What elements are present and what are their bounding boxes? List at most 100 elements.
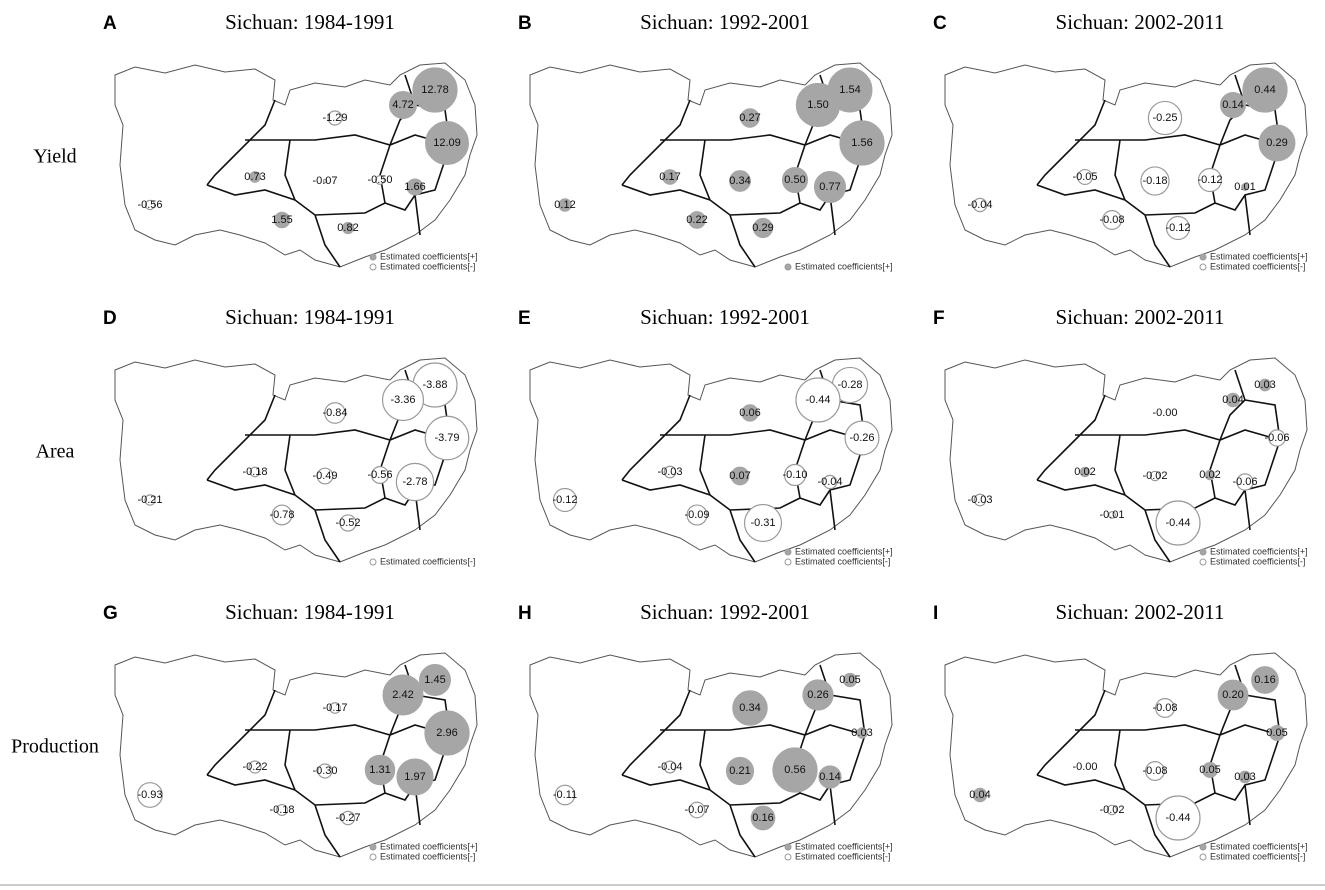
- value-label: 0.56: [784, 764, 805, 776]
- legend-label: Estimated coefficients[+]: [380, 251, 478, 261]
- coefficient-bubble: [725, 756, 755, 786]
- value-label: -0.27: [335, 812, 360, 824]
- value-label: -0.28: [837, 379, 862, 391]
- coefficient-bubble: [743, 503, 783, 543]
- value-label: 0.29: [1266, 137, 1287, 149]
- value-label: -0.49: [312, 470, 337, 482]
- value-label: -0.93: [137, 789, 162, 801]
- coefficient-bubble: [741, 404, 759, 422]
- value-label: -3.88: [422, 379, 447, 391]
- coefficient-bubble: [554, 784, 576, 806]
- legend-label: Estimated coefficients[-]: [1210, 261, 1305, 271]
- value-label: 1.97: [404, 771, 425, 783]
- coefficient-bubble: [324, 402, 346, 424]
- value-label: 0.73: [244, 171, 265, 183]
- value-label: -0.04: [967, 199, 992, 211]
- value-label: 0.27: [739, 112, 760, 124]
- value-label: -0.12: [1197, 174, 1222, 186]
- legend-label: Estimated coefficients[+]: [1210, 546, 1308, 556]
- legend-label: Estimated coefficients[+]: [380, 841, 478, 851]
- row-label: Area: [36, 441, 75, 463]
- panel-letter: A: [103, 13, 117, 34]
- coefficient-bubble: [1102, 210, 1122, 230]
- value-label: 1.54: [839, 84, 860, 96]
- coefficient-bubble: [1108, 511, 1116, 519]
- panel-letter: I: [933, 603, 938, 624]
- coefficient-bubble: [406, 178, 424, 196]
- value-label: 0.01: [1234, 181, 1255, 193]
- coefficient-bubble: [1155, 698, 1175, 718]
- coefficient-bubble: [1079, 466, 1091, 478]
- value-label: 1.56: [851, 137, 872, 149]
- value-label: -0.03: [657, 466, 682, 478]
- coefficient-bubble: [424, 710, 470, 756]
- value-label: 1.45: [424, 674, 445, 686]
- value-label: 0.14: [1222, 99, 1243, 111]
- value-label: -3.79: [434, 432, 459, 444]
- value-label: 0.05: [1199, 764, 1220, 776]
- legend-marker: [1199, 843, 1207, 851]
- value-label: -0.44: [1165, 517, 1190, 529]
- value-label: -0.22: [242, 761, 267, 773]
- coefficient-bubble: [339, 514, 357, 532]
- map-panel: E Sichuan: 1992-2001 -0.28 -0.44 0.06 -0.26 -0…: [518, 305, 893, 566]
- legend-label: Estimated coefficients[-]: [380, 261, 475, 271]
- coefficient-bubble: [371, 466, 389, 484]
- value-label: -0.08: [1152, 702, 1177, 714]
- legend-label: Estimated coefficients[-]: [1210, 851, 1305, 861]
- value-label: 1.50: [807, 99, 828, 111]
- value-label: -0.04: [657, 761, 682, 773]
- map-panel: D Sichuan: 1984-1991 -3.88 -3.36 -0.84 -3.79 -…: [103, 305, 478, 566]
- coefficient-bubble: [396, 758, 434, 796]
- map-outline: [529, 652, 893, 858]
- value-label: -0.04: [817, 476, 842, 488]
- value-label: -0.25: [1152, 112, 1177, 124]
- coefficient-bubble: [663, 760, 677, 774]
- legend-label: Estimated coefficients[+]: [1210, 251, 1308, 261]
- value-label: 0.14: [819, 771, 840, 783]
- value-label: -2.78: [402, 476, 427, 488]
- coefficient-bubble: [972, 197, 988, 213]
- legend-label: Estimated coefficients[+]: [795, 546, 893, 556]
- value-label: -0.18: [242, 466, 267, 478]
- coefficient-bubble: [772, 747, 818, 793]
- legend-marker: [1199, 558, 1207, 566]
- legend-marker: [369, 843, 377, 851]
- value-label: 0.12: [554, 199, 575, 211]
- coefficient-bubble: [1201, 761, 1219, 779]
- value-label: -0.21: [137, 494, 162, 506]
- coefficient-bubble: [1147, 100, 1183, 136]
- value-label: -0.03: [967, 494, 992, 506]
- value-label: 1.31: [369, 764, 390, 776]
- coefficient-bubble: [1155, 500, 1201, 546]
- value-label: 0.26: [807, 689, 828, 701]
- value-label: -0.08: [1142, 765, 1167, 777]
- coefficient-bubble: [822, 474, 838, 490]
- panel-letter: G: [103, 603, 118, 624]
- value-label: 0.02: [1199, 469, 1220, 481]
- value-label: 0.05: [1266, 727, 1287, 739]
- value-label: 4.72: [392, 99, 413, 111]
- coefficient-bubble: [686, 504, 708, 526]
- panel-letter: H: [518, 603, 532, 624]
- value-label: -0.44: [805, 394, 830, 406]
- value-label: 0.04: [969, 789, 990, 801]
- legend-marker: [1199, 853, 1207, 861]
- map-panel: A Sichuan: 1984-1991 12.78 4.72 -1.29 12.09 0.…: [103, 10, 478, 271]
- coefficient-bubble: [382, 674, 424, 716]
- value-label: 0.07: [729, 470, 750, 482]
- panel-letter: B: [518, 13, 532, 34]
- panel-title: Sichuan: 1984-1991: [225, 600, 395, 624]
- value-label: 0.03: [1234, 771, 1255, 783]
- coefficient-bubble: [818, 765, 842, 789]
- coefficient-bubble: [795, 377, 841, 423]
- coefficient-bubble: [381, 378, 425, 422]
- map-outline: [944, 357, 1308, 563]
- value-label: 0.77: [819, 181, 840, 193]
- coefficient-bubble: [144, 199, 156, 211]
- value-label: -0.84: [322, 407, 347, 419]
- panel-title: Sichuan: 1992-2001: [640, 600, 810, 624]
- value-label: 0.22: [686, 214, 707, 226]
- coefficient-bubble: [273, 211, 291, 229]
